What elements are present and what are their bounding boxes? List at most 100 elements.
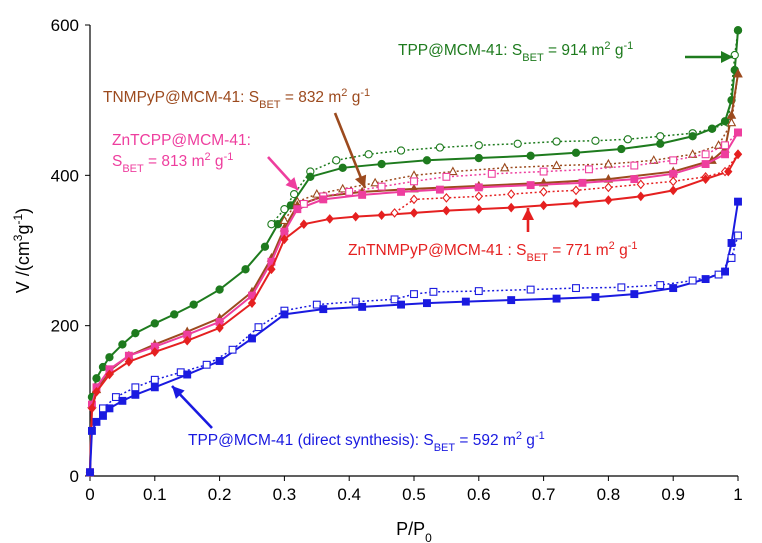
desorption-point [150,375,159,384]
adsorption-point [578,178,587,187]
arrow-tnmpyp [333,112,367,189]
x-tick-label: 0.6 [467,485,491,504]
desorption-point [636,179,645,190]
adsorption-point [526,151,535,160]
adsorption-point [688,132,697,141]
desorption-point [442,193,451,203]
desorption-point [721,141,729,150]
desorption-point [701,150,710,159]
adsorption-point [435,185,444,194]
desorption-point [396,146,406,155]
adsorption-point [617,144,626,154]
adsorption-point [701,160,710,169]
adsorption-point [215,323,224,333]
desorption-point [474,191,483,202]
adsorption-point [351,211,360,222]
x-tick-label: 0 [85,485,94,504]
adsorption-point [636,191,645,202]
adsorption-point [724,166,733,177]
adsorption-point [325,214,334,224]
desorption-point [726,117,737,127]
y-tick-label: 400 [51,166,79,185]
adsorption-point [526,181,535,190]
desorption-point [539,187,548,197]
desorption-point [499,162,510,172]
desorption-point [410,290,418,299]
desorption-point [448,166,458,176]
adsorption-point [273,220,283,229]
y-tick-label: 200 [51,317,79,336]
adsorption-point [377,210,386,221]
adsorption-point [267,264,276,275]
adsorption-point [92,417,101,426]
desorption-point [669,176,678,187]
adsorption-point [280,310,289,319]
adsorption-point [507,202,516,213]
adsorption-point [630,290,639,299]
adsorption-point [734,197,742,206]
adsorption-point [721,150,729,159]
adsorption-point [99,411,107,420]
desorption-point [669,156,678,165]
x-tick-label: 0.5 [402,485,426,504]
adsorption-point [131,329,140,338]
x-tick-label: 0.3 [273,485,297,504]
adsorption-point [150,383,159,392]
desorption-point [345,187,354,196]
desorption-point [390,208,399,218]
desorption-point [571,185,581,196]
adsorption-point [734,128,742,137]
desorption-point [289,189,299,199]
desorption-point [734,231,742,240]
adsorption-point [170,310,179,319]
annotation-direct: TPP@MCM-41 (direct synthesis): SBET = 59… [188,430,545,454]
annotation-zntnmpyp: ZnTNMPyP@MCM-41 : SBET = 771 m2 g-1 [348,240,638,264]
adsorption-point [338,163,347,172]
adsorption-point [248,334,256,343]
adsorption-point [183,335,192,346]
desorption-point [202,360,211,369]
x-axis-label: P/P0 [396,519,432,543]
desorption-point [591,136,600,145]
adsorption-point [86,468,94,477]
adsorption-point [721,267,729,276]
x-tick-label: 1 [733,485,742,504]
y-tick-label: 0 [70,467,79,486]
x-tick-label: 0.9 [661,485,685,504]
adsorption-point [105,404,114,413]
adsorption-point [319,305,328,314]
desorption-point [656,281,665,290]
desorption-point [254,323,263,332]
series-1 [85,68,743,476]
desorption-point [526,285,535,294]
desorption-point [572,284,580,293]
adsorption-point [260,242,270,251]
desorption-point [507,189,516,199]
arrow-tpp-head [721,51,733,63]
desorption-point [111,393,120,402]
adsorption-point [215,357,224,365]
desorption-line [283,73,739,221]
desorption-point [474,141,483,150]
adsorption-point [571,198,581,208]
adsorption-point [293,205,302,214]
series-group [85,26,743,478]
desorption-point [299,199,308,208]
desorption-point [649,155,659,164]
desorption-point [435,143,445,152]
desorption-point [351,297,360,306]
adsorption-point [707,124,717,133]
adsorption-point [552,294,561,303]
desorption-point [429,287,438,296]
adsorption-point [306,172,315,181]
adsorption-point [183,370,192,379]
desorption-point [687,149,698,158]
adsorption-point [98,362,108,372]
series-0 [85,26,743,477]
desorption-point [617,283,626,292]
adsorption-point [92,386,101,397]
adsorption-point [669,185,678,196]
desorption-point [390,295,399,304]
adsorption-point [150,319,159,328]
adsorption-point [474,204,483,215]
